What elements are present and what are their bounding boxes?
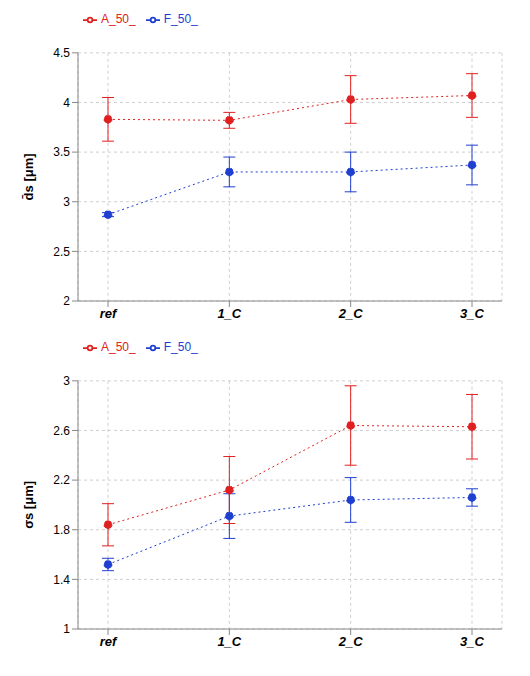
svg-text:ref: ref (100, 306, 118, 321)
html-text:A_50_: A_50_ (101, 12, 136, 26)
svg-text:2.2: 2.2 (53, 473, 70, 487)
html-text:A_50_: A_50_ (101, 340, 136, 354)
svg-text:1_C: 1_C (217, 634, 241, 649)
svg-text:1: 1 (63, 622, 70, 636)
svg-text:σs [μm]: σs [μm] (21, 481, 36, 529)
svg-text:4: 4 (63, 96, 70, 110)
svg-text:ref: ref (100, 634, 118, 649)
svg-text:1.4: 1.4 (53, 573, 70, 587)
html-text:F_50_: F_50_ (163, 12, 198, 26)
svg-text:1.8: 1.8 (53, 523, 70, 537)
svg-text:3: 3 (63, 374, 70, 388)
svg-text:1_C: 1_C (217, 306, 241, 321)
svg-text:3.5: 3.5 (53, 145, 70, 159)
svg-text:d̄s [μm]: d̄s [μm] (21, 153, 36, 200)
svg-text:2.6: 2.6 (53, 424, 70, 438)
svg-text:4.5: 4.5 (53, 46, 70, 60)
svg-text:2.5: 2.5 (53, 245, 70, 259)
svg-text:3: 3 (63, 195, 70, 209)
svg-text:3_C: 3_C (460, 634, 484, 649)
svg-text:3_C: 3_C (460, 306, 484, 321)
html-text:F_50_: F_50_ (163, 340, 198, 354)
svg-text:2: 2 (63, 294, 70, 308)
svg-text:2_C: 2_C (338, 306, 363, 321)
svg-text:2_C: 2_C (338, 634, 363, 649)
